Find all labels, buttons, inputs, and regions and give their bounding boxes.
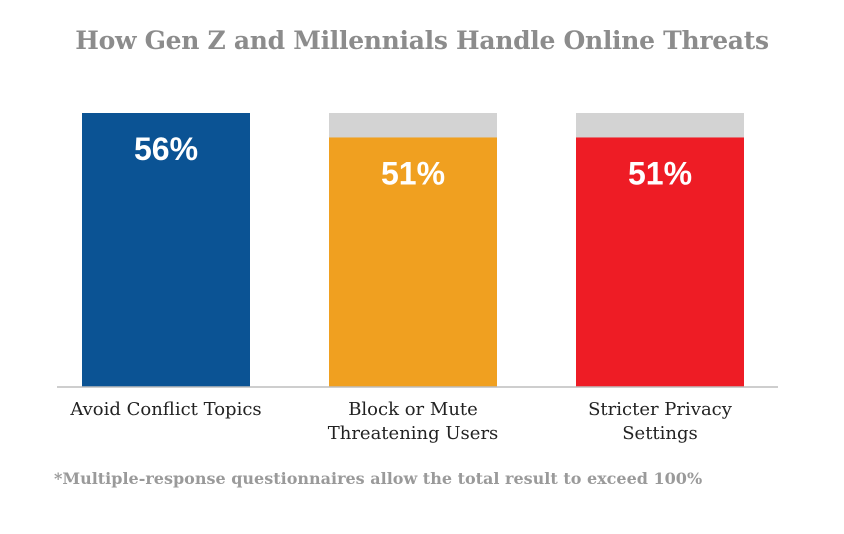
bar-value-label-2: 51% — [628, 155, 692, 191]
footnote: *Multiple-response questionnaires allow … — [54, 469, 703, 488]
bar-0 — [82, 113, 250, 387]
category-label-2: Stricter Privacy Settings — [588, 399, 732, 444]
bar-1 — [329, 137, 497, 387]
bar-value-label-1: 51% — [381, 155, 445, 191]
category-label-0: Avoid Conflict Topics — [70, 399, 262, 420]
bar-value-label-0: 56% — [134, 131, 198, 167]
bars-group: 56% 51% 51% — [82, 113, 744, 387]
bar-2 — [576, 137, 744, 387]
chart-title: How Gen Z and Millennials Handle Online … — [75, 26, 769, 55]
category-label-1: Block or Mute Threatening Users — [327, 399, 499, 444]
